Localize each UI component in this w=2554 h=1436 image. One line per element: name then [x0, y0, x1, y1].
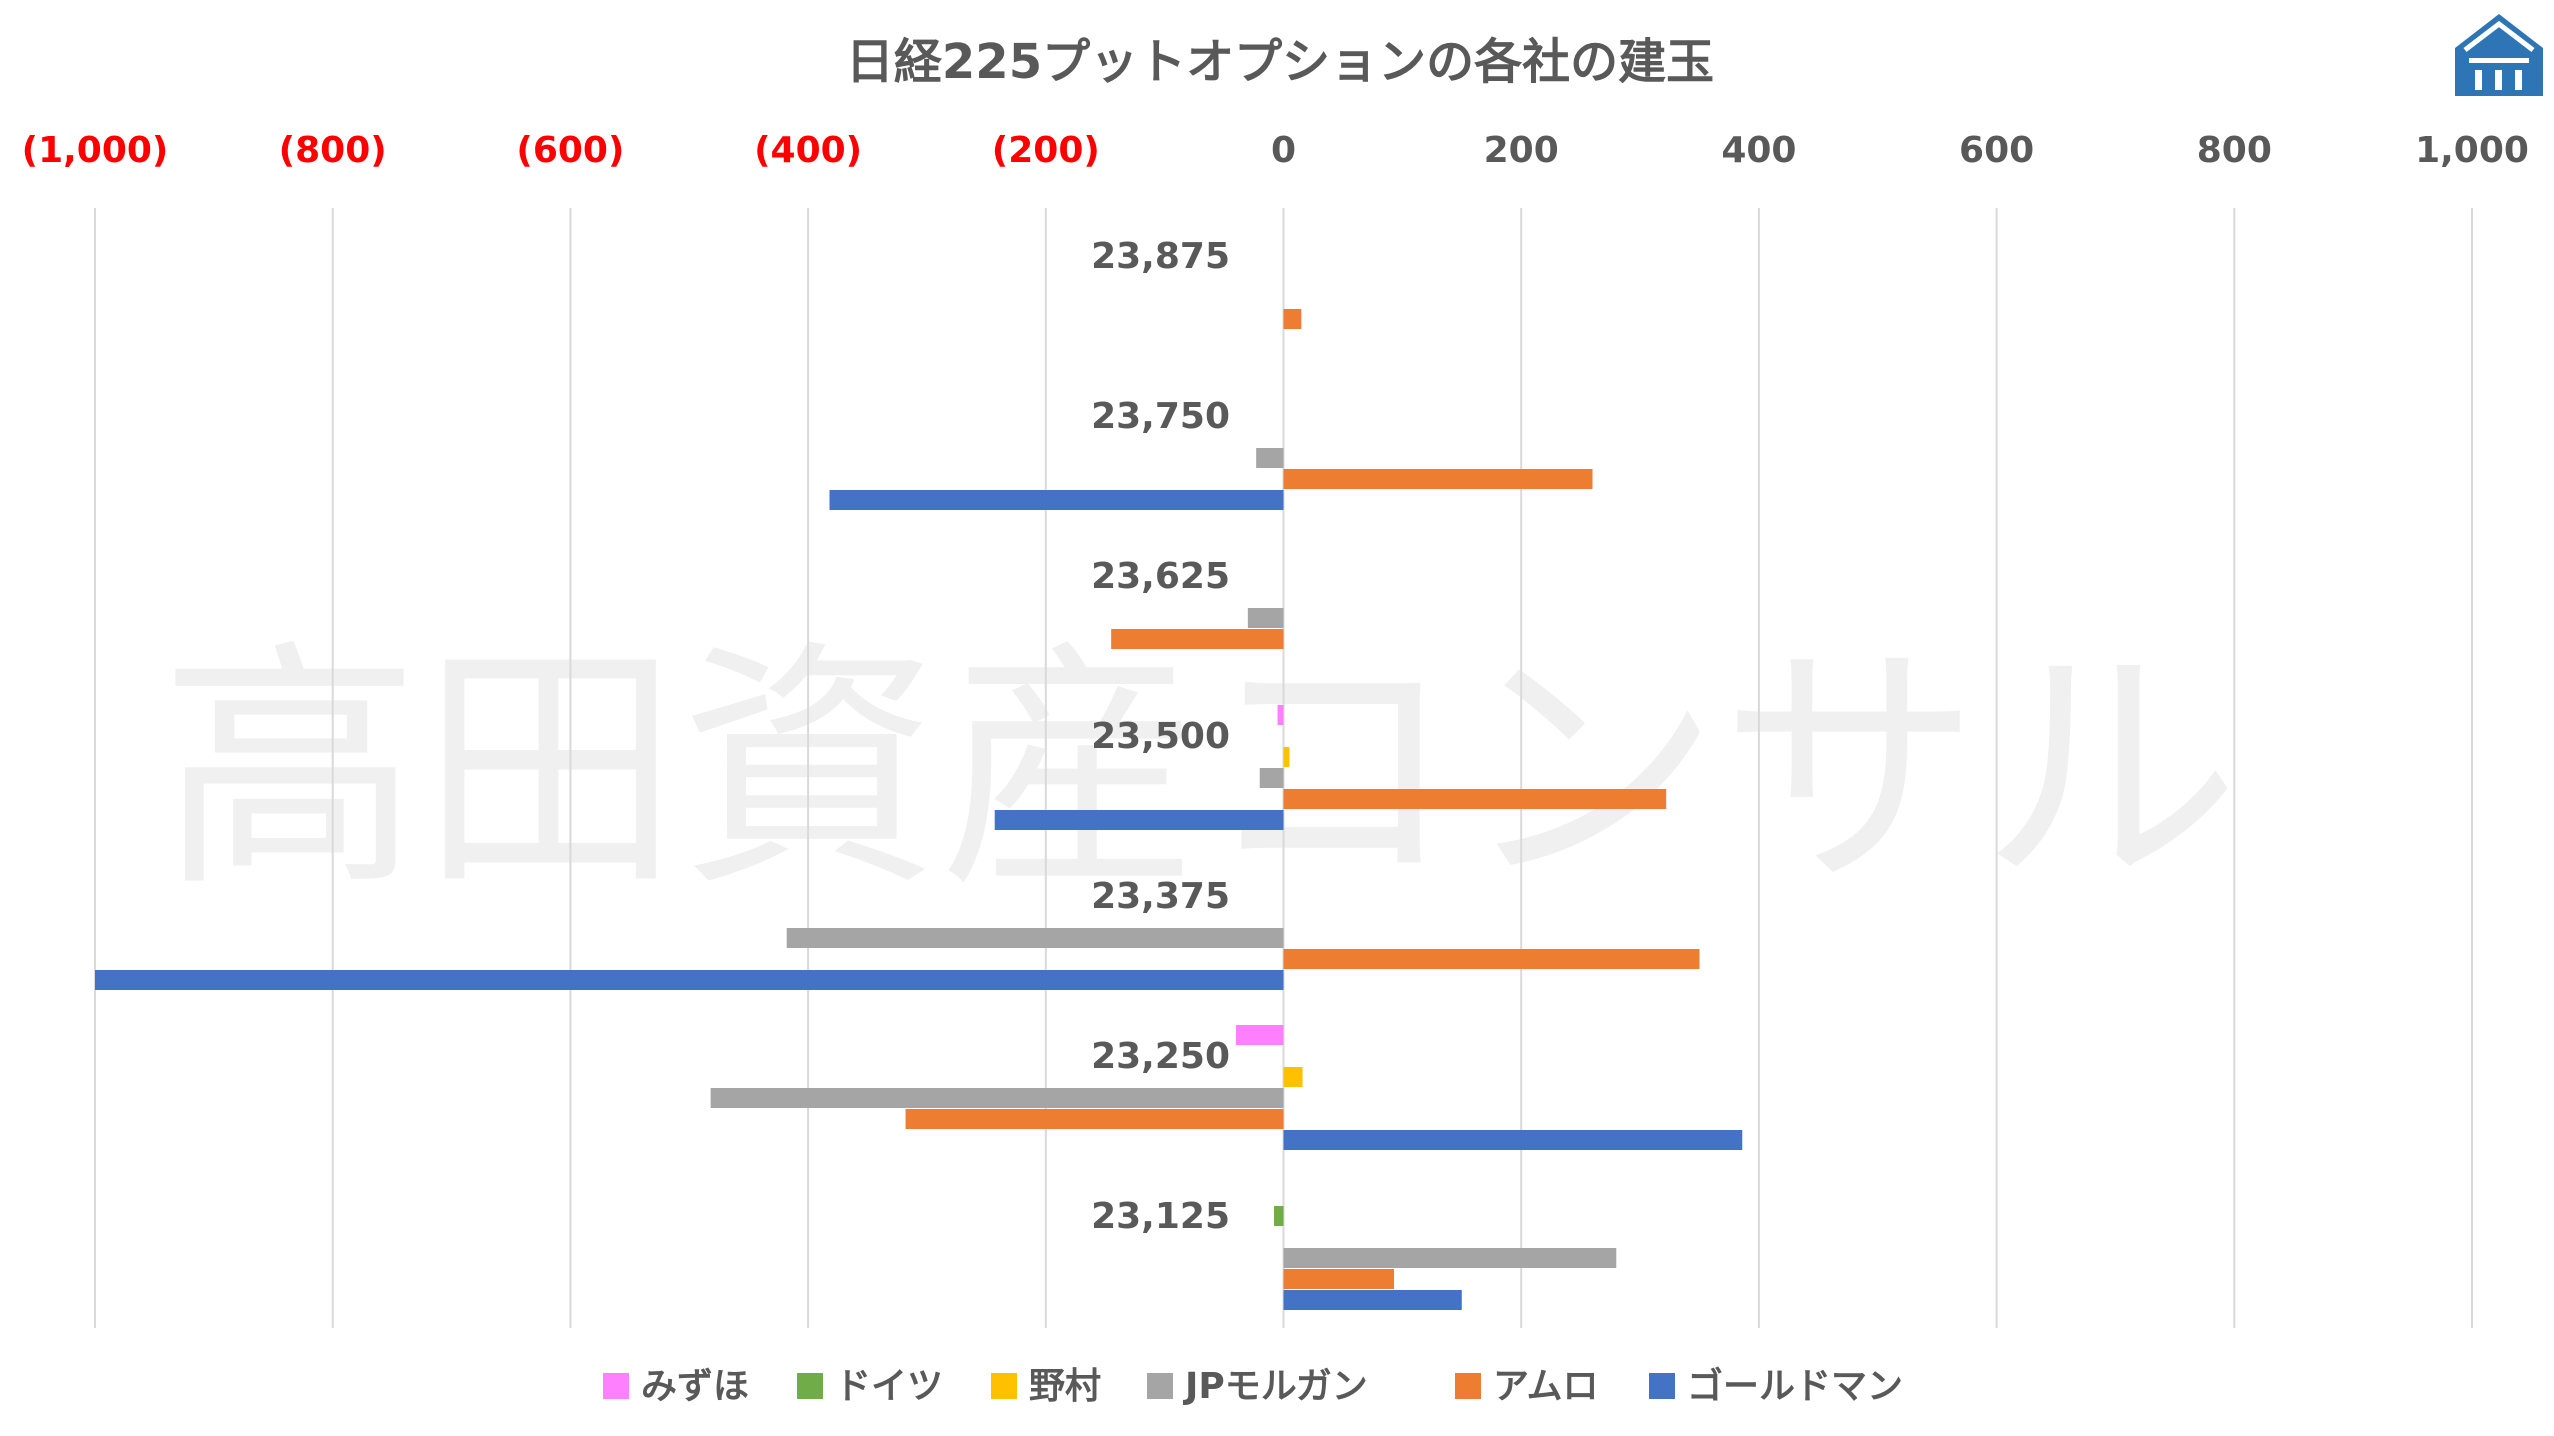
bar-みずほ [1277, 705, 1284, 725]
bar-アムロ [1283, 949, 1700, 969]
x-tick-label: (600) [516, 130, 624, 171]
legend-label: みずほ [641, 1366, 749, 1407]
x-tick-label: 0 [1271, 130, 1296, 171]
x-tick-label: (1,000) [22, 130, 169, 171]
bars [95, 309, 1743, 1310]
bar-JPモルガン [710, 1088, 1284, 1108]
bar-ゴールドマン [1283, 1290, 1462, 1310]
category-label: 23,625 [1091, 556, 1230, 597]
legend-label: JPモルガン [1182, 1366, 1368, 1407]
bar-アムロ [1283, 309, 1302, 329]
bar-JPモルガン [1283, 1248, 1617, 1268]
chart-title: 日経225プットオプションの各社の建玉 [846, 34, 1714, 90]
category-labels: 23,875 23,750 23,625 23,500 23,375 23,250 23,1… [1091, 236, 1230, 1237]
bar-ゴールドマン [95, 970, 1284, 990]
x-tick-label: 800 [2197, 130, 2272, 171]
category-label: 23,750 [1091, 396, 1230, 437]
bar-アムロ [1283, 469, 1593, 489]
watermark: 高田資産コンサル [160, 620, 2240, 922]
legend-swatch [1649, 1373, 1675, 1399]
category-label: 23,375 [1091, 876, 1230, 917]
company-logo [2455, 14, 2543, 96]
bar-ドイツ [1273, 1206, 1284, 1226]
category-label: 23,250 [1091, 1036, 1230, 1077]
category-label: 23,875 [1091, 236, 1230, 277]
legend-swatch [1147, 1373, 1173, 1399]
x-tick-label: 1,000 [2415, 130, 2529, 171]
bar-アムロ [1111, 629, 1284, 649]
legend-label: 野村 [1029, 1366, 1101, 1407]
legend-swatch [1455, 1373, 1481, 1399]
bar-野村 [1283, 1067, 1303, 1087]
bar-JPモルガン [1259, 768, 1284, 788]
category-label: 23,125 [1091, 1196, 1230, 1237]
x-tick-label: (200) [992, 130, 1100, 171]
legend-swatch [991, 1373, 1017, 1399]
legend-swatch [797, 1373, 823, 1399]
bar-ゴールドマン [994, 810, 1284, 830]
bar-ゴールドマン [1283, 1130, 1743, 1150]
bar-JPモルガン [786, 928, 1284, 948]
x-tick-label: (400) [754, 130, 862, 171]
bar-ゴールドマン [829, 490, 1284, 510]
bar-アムロ [1283, 1269, 1395, 1289]
legend-label: ドイツ [835, 1366, 943, 1407]
x-tick-label: 400 [1721, 130, 1796, 171]
legend-label: アムロ [1493, 1366, 1598, 1407]
bar-JPモルガン [1247, 608, 1284, 628]
bar-アムロ [905, 1109, 1284, 1129]
x-axis-ticks: (1,000) (800) (600) (400) (200) 0 200 400 600 800… [22, 130, 2529, 171]
legend: みずほ ドイツ 野村 JPモルガン アムロ ゴールドマン [603, 1365, 1903, 1407]
bar-野村 [1283, 747, 1290, 767]
gridlines [94, 208, 2473, 1328]
x-tick-label: 200 [1484, 130, 1559, 171]
legend-swatch [603, 1373, 629, 1399]
legend-label: ゴールドマン [1687, 1365, 1903, 1407]
category-label: 23,500 [1091, 716, 1230, 757]
bar-JPモルガン [1256, 448, 1284, 468]
bar-みずほ [1235, 1025, 1284, 1045]
bar-アムロ [1283, 789, 1667, 809]
x-tick-label: (800) [279, 130, 387, 171]
x-tick-label: 600 [1959, 130, 2034, 171]
